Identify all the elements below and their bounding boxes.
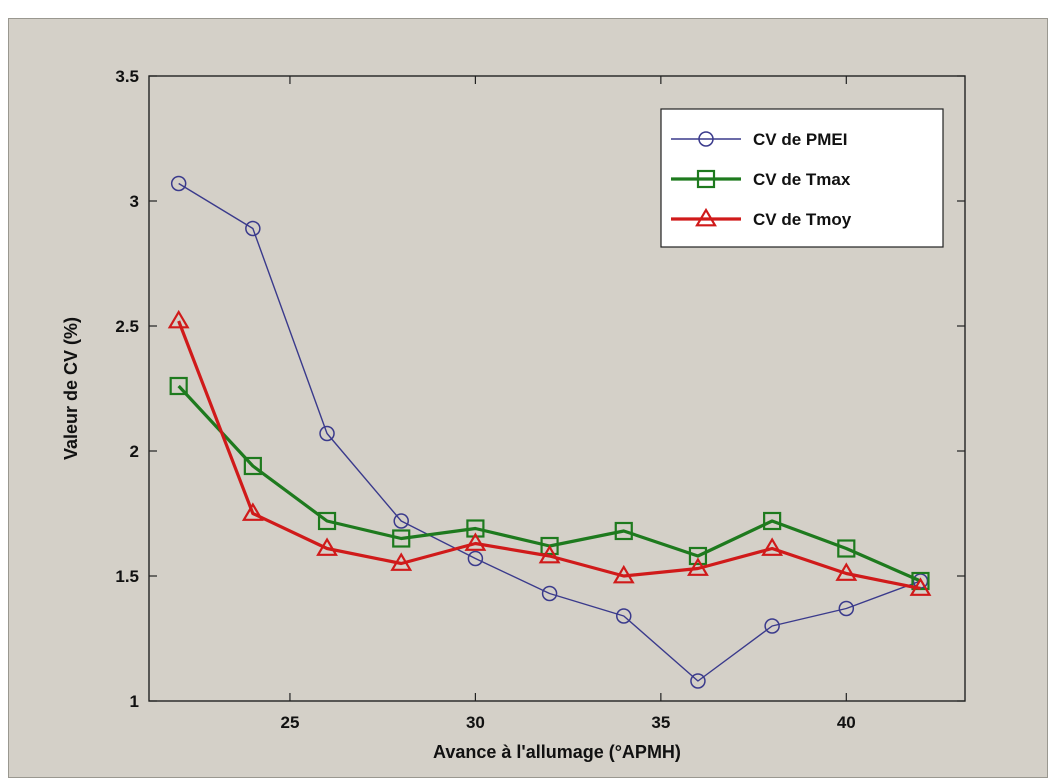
x-tick-label: 35	[651, 713, 670, 732]
data-point	[688, 546, 708, 566]
series-layer	[167, 175, 932, 689]
x-tick-label: 30	[466, 713, 485, 732]
y-tick-label: 1.5	[115, 567, 139, 586]
data-point	[690, 673, 706, 689]
data-point	[393, 513, 409, 529]
y-tick-label: 2	[130, 442, 139, 461]
data-point	[616, 608, 632, 624]
data-point	[241, 502, 264, 521]
data-point	[392, 529, 411, 548]
data-point	[170, 175, 187, 192]
data-point	[390, 552, 413, 571]
data-point	[614, 521, 633, 541]
data-point	[538, 544, 561, 564]
legend: CV de PMEI CV de Tmax CV de Tmoy	[660, 108, 944, 248]
legend-entry: CV de PMEI	[671, 130, 847, 149]
data-point	[167, 309, 190, 329]
y-tick-label: 3	[130, 192, 139, 211]
series-line	[177, 320, 921, 591]
figure-panel: 25 30 35 40 1 1.5 2 2.5 3 3.5 CV de PMEI CV de Tma…	[8, 18, 1048, 778]
legend-label: CV de Tmoy	[753, 210, 852, 229]
legend-label: CV de Tmax	[753, 170, 851, 189]
data-point	[761, 537, 784, 556]
legend-entry: CV de Tmax	[671, 169, 851, 189]
x-tick-label: 25	[280, 713, 299, 732]
y-tick-label: 1	[130, 692, 139, 711]
data-point	[169, 376, 188, 396]
data-point	[467, 550, 484, 567]
legend-marker	[695, 207, 717, 227]
data-point	[316, 537, 338, 556]
legend-label: CV de PMEI	[753, 130, 847, 149]
y-axis-label: Valeur de CV (%)	[61, 317, 81, 460]
legend-marker	[698, 131, 714, 147]
y-tick-label: 2.5	[115, 317, 139, 336]
data-point	[837, 539, 856, 558]
data-point	[764, 618, 780, 634]
data-point	[541, 585, 558, 602]
series-line	[178, 182, 921, 682]
data-point	[911, 571, 930, 591]
x-tick-label: 40	[837, 713, 856, 732]
data-point	[540, 536, 559, 556]
data-point	[835, 562, 858, 581]
data-point	[317, 511, 337, 531]
legend-entry: CV de Tmoy	[671, 207, 852, 229]
data-point	[612, 564, 635, 584]
axes-layer: 25 30 35 40 1 1.5 2 2.5 3 3.5	[115, 67, 966, 732]
data-point	[243, 456, 262, 476]
plot-frame	[148, 75, 966, 702]
data-point	[909, 577, 932, 596]
line-chart: 25 30 35 40 1 1.5 2 2.5 3 3.5 CV de PMEI CV de Tma…	[61, 67, 966, 762]
data-point	[245, 220, 261, 237]
data-point	[763, 511, 782, 531]
series-3	[167, 309, 932, 596]
legend-marker	[696, 169, 716, 189]
data-point	[687, 557, 709, 576]
x-axis-label: Avance à l'allumage (°APMH)	[433, 742, 681, 762]
data-point	[319, 425, 335, 442]
data-point	[464, 532, 487, 551]
y-tick-label: 3.5	[115, 67, 139, 86]
data-point	[838, 600, 855, 617]
